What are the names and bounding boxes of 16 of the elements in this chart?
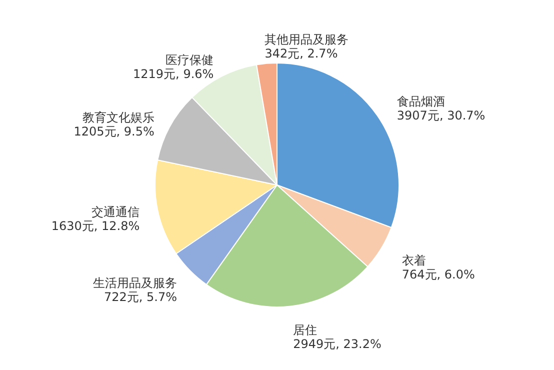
data-label: 722元, 5.7% bbox=[104, 290, 178, 304]
data-label: 1205元, 9.5% bbox=[74, 124, 154, 138]
data-label: 1630元, 12.8% bbox=[51, 219, 140, 234]
data-label: 764元, 6.0% bbox=[402, 268, 475, 282]
slice-label: 衣着 bbox=[402, 254, 426, 268]
slice-label: 医疗保健 bbox=[166, 53, 214, 68]
data-label: 2949元, 23.2% bbox=[293, 337, 382, 352]
slice-label: 其他用品及服务 bbox=[264, 32, 349, 47]
slice-label: 交通通信 bbox=[92, 205, 140, 220]
slice-label: 食品烟酒 bbox=[396, 94, 445, 109]
slice-label: 生活用品及服务 bbox=[93, 276, 178, 290]
slice-label: 教育文化娱乐 bbox=[82, 110, 154, 124]
slice-label: 居住 bbox=[293, 323, 318, 338]
data-label: 3907元, 30.7% bbox=[396, 108, 486, 123]
data-label: 342元, 2.7% bbox=[264, 46, 338, 61]
data-label: 1219元, 9.6% bbox=[133, 67, 214, 82]
